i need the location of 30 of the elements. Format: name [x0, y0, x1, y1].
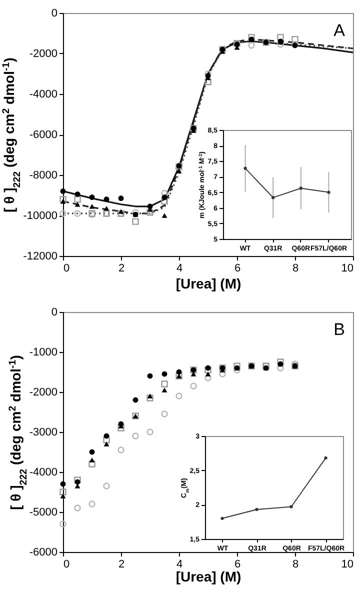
y-tick-label: -12000 [23, 250, 58, 262]
y-tick-label: -6000 [29, 129, 58, 141]
y-tick-label: -4000 [29, 88, 58, 100]
y-tick-label: -5000 [29, 506, 58, 518]
x-tick-label: 2 [118, 262, 125, 274]
y-tick-label: -1000 [29, 346, 58, 358]
y-tick-label: -10000 [23, 210, 58, 222]
y-tick-label: -6000 [29, 546, 58, 558]
x-tick-label: 6 [234, 262, 241, 274]
y-tick-label: -8000 [29, 170, 58, 182]
x-tick-label: 10 [341, 262, 354, 274]
annotation: B [334, 320, 345, 339]
x-tick-label: 0 [64, 558, 70, 570]
x-tick-label: 6 [234, 558, 241, 570]
x-tick-label: 8 [292, 558, 299, 570]
y-tick-label: 0 [51, 8, 58, 20]
x-axis-title: [Urea] (M) [176, 568, 242, 584]
annotation: A [334, 21, 346, 40]
x-tick-label: 10 [341, 558, 354, 570]
x-tick-label: 4 [176, 558, 183, 570]
x-tick-label: 8 [292, 262, 299, 274]
y-tick-label: -3000 [29, 426, 58, 438]
x-tick-label: 0 [64, 262, 70, 274]
y-tick-label: -2000 [29, 386, 58, 398]
x-tick-label: 2 [118, 558, 125, 570]
x-tick-label: 4 [176, 262, 183, 274]
y-tick-label: -2000 [29, 48, 58, 60]
y-tick-label: 0 [51, 306, 58, 318]
x-axis-title: [Urea] (M) [176, 276, 242, 292]
y-tick-label: -4000 [29, 466, 58, 478]
